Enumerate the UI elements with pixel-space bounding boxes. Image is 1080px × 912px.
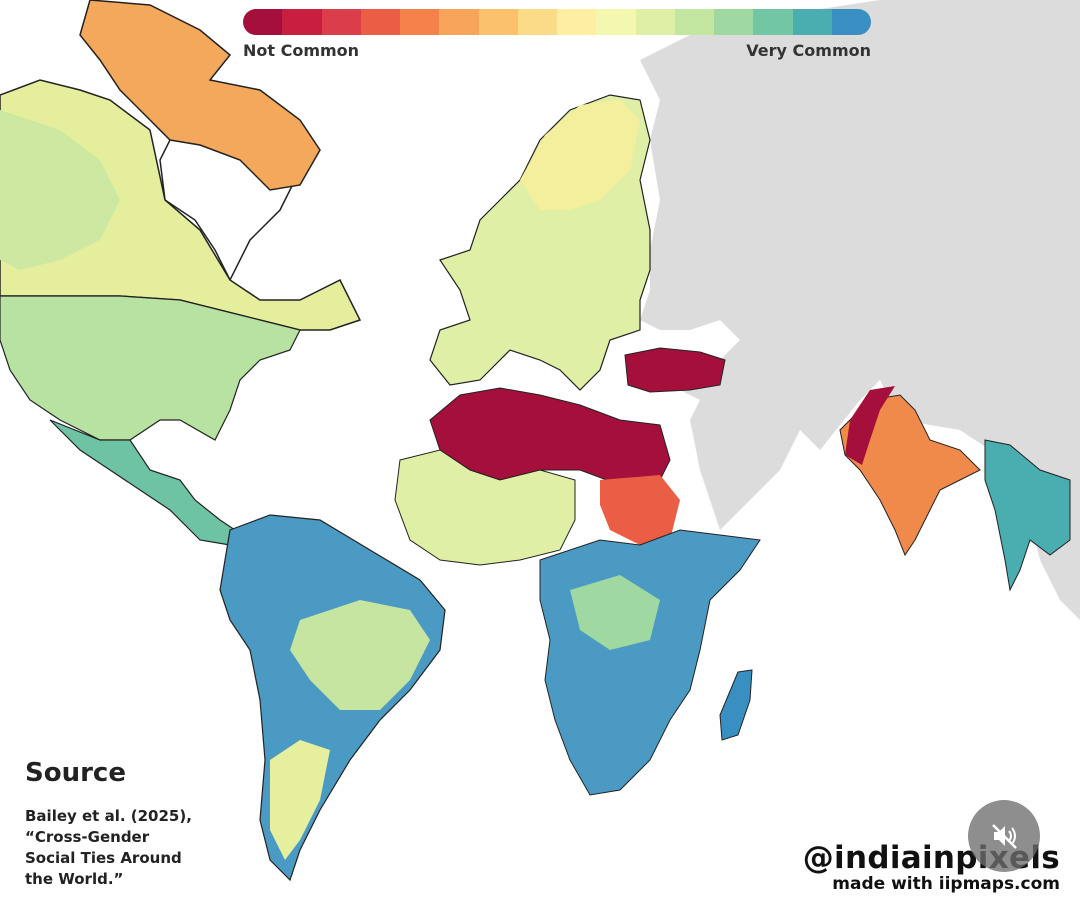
source-title: Source bbox=[25, 758, 126, 788]
legend-swatch-8 bbox=[517, 9, 557, 35]
speaker-muted-icon bbox=[992, 824, 1017, 849]
legend-high-label: Very Common bbox=[746, 41, 871, 60]
sahel-orange bbox=[600, 475, 680, 545]
legend-swatch-13 bbox=[714, 9, 754, 35]
legend-swatch-16 bbox=[831, 9, 871, 35]
source-line-2: “Cross-Gender bbox=[25, 828, 150, 846]
united-states bbox=[0, 295, 301, 441]
asia-no-data-region bbox=[640, 0, 1080, 620]
legend-swatch-4 bbox=[360, 9, 400, 35]
legend-low-label: Not Common bbox=[243, 41, 360, 60]
legend-swatch-3 bbox=[321, 9, 361, 35]
source-line-1: Bailey et al. (2025), bbox=[25, 807, 192, 825]
legend-swatch-5 bbox=[400, 9, 440, 35]
legend-labels: Not Common Very Common bbox=[243, 41, 871, 60]
alaska bbox=[0, 110, 120, 270]
mexico-central-america bbox=[49, 419, 252, 546]
southern-cone bbox=[270, 740, 330, 860]
scandinavia bbox=[520, 100, 640, 210]
central-southern-africa bbox=[539, 529, 761, 796]
source-block: Source Bailey et al. (2025), “Cross-Gend… bbox=[25, 758, 225, 890]
legend-swatch-12 bbox=[674, 9, 714, 35]
brazil-interior bbox=[290, 600, 430, 710]
southeast-asia bbox=[984, 439, 1071, 592]
west-africa bbox=[394, 449, 576, 566]
source-line-3: Social Ties Around bbox=[25, 849, 182, 867]
pakistan bbox=[845, 386, 895, 465]
turkey bbox=[624, 347, 726, 393]
legend-swatch-9 bbox=[557, 9, 597, 35]
india bbox=[839, 394, 981, 557]
credit-made-with: made with iipmaps.com bbox=[832, 874, 1060, 894]
arctic-islands bbox=[79, 0, 321, 191]
legend-swatch-1 bbox=[243, 9, 283, 35]
mute-button[interactable] bbox=[968, 800, 1040, 872]
legend-swatch-11 bbox=[635, 9, 675, 35]
legend-swatch-15 bbox=[792, 9, 832, 35]
legend-gradient-bar bbox=[243, 9, 871, 35]
legend-swatch-14 bbox=[753, 9, 793, 35]
source-line-4: the World.” bbox=[25, 870, 124, 888]
madagascar bbox=[719, 669, 753, 741]
color-legend: Not Common Very Common bbox=[243, 9, 871, 60]
congo-basin bbox=[570, 575, 660, 650]
legend-swatch-10 bbox=[596, 9, 636, 35]
legend-swatch-7 bbox=[478, 9, 518, 35]
legend-swatch-2 bbox=[282, 9, 322, 35]
legend-swatch-6 bbox=[439, 9, 479, 35]
